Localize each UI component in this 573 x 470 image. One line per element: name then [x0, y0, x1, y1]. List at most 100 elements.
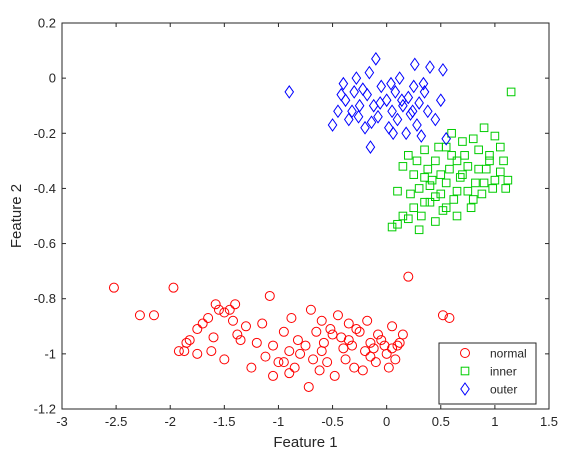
outer-point — [371, 51, 381, 66]
normal-point — [134, 310, 145, 321]
legend-box — [438, 342, 537, 405]
outer-point — [412, 118, 422, 132]
inner-point — [496, 167, 505, 177]
normal-point — [286, 313, 297, 324]
outer-point — [360, 120, 370, 135]
outer-point — [327, 118, 338, 132]
inner-point — [420, 173, 429, 182]
outer-point — [403, 90, 414, 105]
normal-point — [305, 304, 316, 315]
x-tick-label: 0.5 — [432, 414, 450, 429]
inner-point — [409, 170, 419, 179]
outer-point — [351, 71, 362, 86]
inner-point — [425, 197, 435, 207]
normal-point — [292, 335, 303, 346]
normal-point — [278, 326, 289, 337]
legend-marker-inner — [460, 366, 470, 376]
inner-point — [452, 211, 462, 221]
normal-point — [387, 321, 398, 332]
inner-point — [460, 151, 469, 160]
normal-point — [357, 365, 368, 376]
inner-point — [481, 164, 491, 174]
outer-point — [438, 62, 448, 77]
normal-point — [268, 370, 279, 381]
inner-point — [477, 189, 487, 199]
outer-point — [386, 76, 396, 91]
inner-point — [420, 197, 429, 207]
y-tick-label: -0.2 — [34, 126, 56, 141]
x-tick-label: 1 — [491, 414, 498, 429]
inner-point — [463, 186, 473, 196]
normal-point — [284, 368, 295, 379]
inner-point — [441, 203, 451, 213]
normal-point — [365, 351, 376, 362]
outer-point — [358, 82, 368, 97]
normal-point — [444, 313, 455, 324]
outer-point — [387, 104, 397, 119]
inner-point — [447, 151, 456, 160]
outer-point — [408, 79, 419, 94]
outer-point — [409, 57, 420, 72]
outer-point — [419, 85, 430, 99]
outer-point — [435, 93, 446, 108]
outer-point — [365, 140, 376, 154]
x-tick-label: -0.5 — [321, 414, 343, 429]
x-tick-label: -2.5 — [105, 414, 127, 429]
inner-point — [471, 178, 480, 188]
outer-point — [343, 112, 354, 127]
outer-point — [338, 76, 349, 91]
outer-point — [418, 76, 429, 91]
inner-point — [441, 142, 451, 152]
outer-point — [416, 129, 427, 143]
inner-point — [452, 156, 462, 166]
legend-entries: normal inner outer — [460, 347, 527, 397]
outer-point — [441, 131, 451, 146]
outer-point — [425, 60, 435, 74]
normal-point — [219, 307, 230, 318]
x-tick-label: 0 — [383, 414, 390, 429]
outer-point — [414, 96, 424, 110]
inner-point — [406, 189, 415, 199]
normal-point — [268, 340, 279, 351]
normal-point — [219, 354, 230, 365]
normal-point — [264, 290, 275, 301]
inner-point — [441, 178, 451, 188]
inner-point — [458, 137, 467, 146]
legend-marker-normal — [460, 348, 470, 358]
outer-point — [376, 79, 387, 94]
normal-point — [347, 340, 358, 351]
outer-point — [364, 65, 375, 80]
outer-point — [353, 109, 364, 124]
outer-point — [392, 112, 403, 127]
normal-point — [210, 299, 221, 310]
axes-box — [61, 22, 550, 410]
normal-point — [336, 332, 347, 343]
normal-point — [340, 354, 351, 365]
normal-point — [390, 354, 401, 365]
normal-point — [351, 324, 362, 335]
inner-point — [420, 145, 429, 155]
normal-point — [329, 370, 340, 381]
outer-point — [375, 96, 385, 110]
outer-point — [405, 107, 416, 121]
y-tick-label: -1.2 — [34, 402, 56, 417]
normal-point — [148, 310, 159, 321]
normal-point — [192, 348, 203, 359]
x-tick-label: -2 — [164, 414, 176, 429]
normal-point — [332, 310, 343, 321]
normal-point — [260, 351, 271, 362]
normal-point — [251, 337, 262, 348]
inner-point — [458, 170, 467, 179]
normal-point — [257, 318, 268, 329]
inner-point — [387, 222, 397, 232]
outer-point — [422, 104, 433, 119]
inner-point — [490, 131, 500, 141]
inner-point — [425, 181, 435, 190]
normal-point — [437, 310, 448, 321]
inner-point — [479, 178, 489, 188]
normal-point — [230, 299, 241, 310]
normal-point — [206, 346, 217, 357]
inner-point — [431, 156, 440, 166]
inner-point — [503, 175, 513, 185]
